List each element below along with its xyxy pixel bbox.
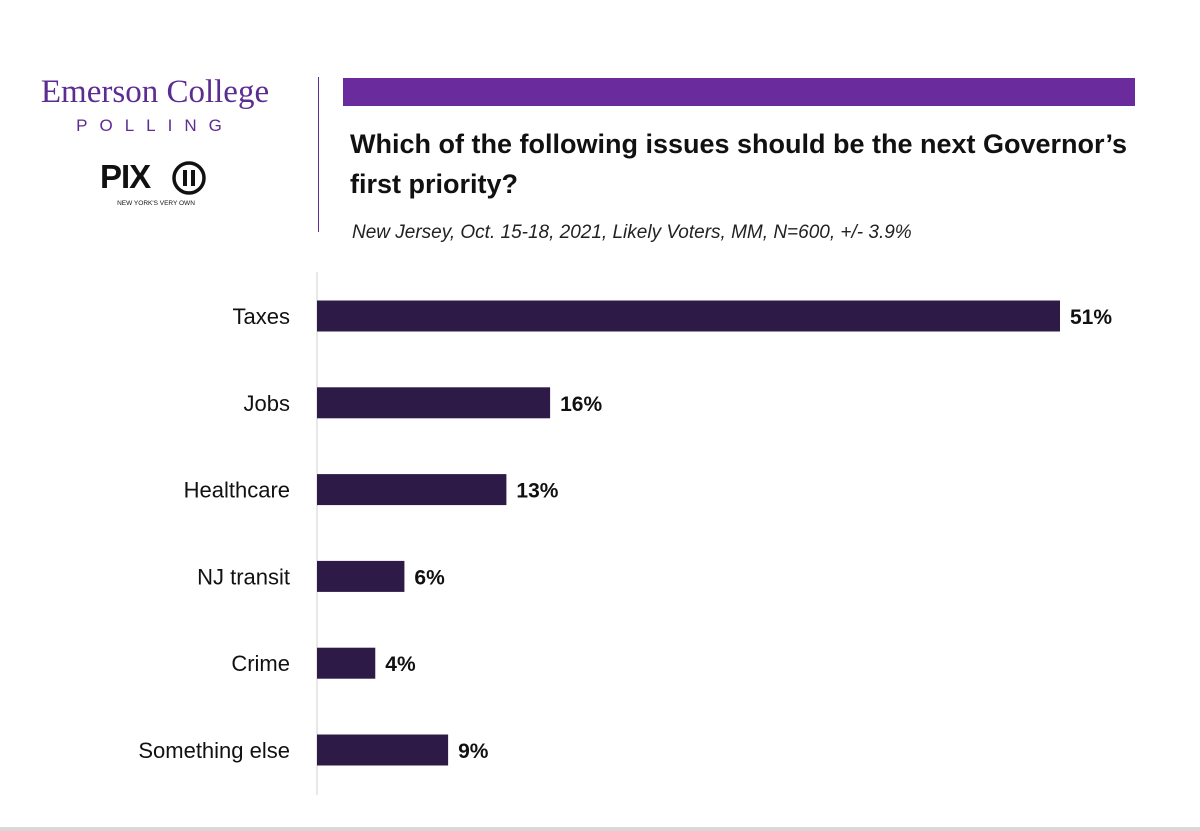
bar <box>317 387 551 419</box>
data-label: 4% <box>385 653 416 676</box>
bar <box>317 734 449 766</box>
pix-tagline: NEW YORK'S VERY OWN <box>117 200 195 207</box>
pix11-logo: PIX NEW YORK'S VERY OWN <box>96 158 226 210</box>
brand-title: Emerson College <box>40 74 270 110</box>
eleven-circle-icon <box>172 161 206 195</box>
category-label: Something else <box>138 738 290 763</box>
bar <box>317 560 405 592</box>
data-label: 6% <box>414 566 445 589</box>
bar <box>317 647 376 679</box>
category-label: Taxes <box>233 304 290 329</box>
bar <box>317 474 507 506</box>
brand-subtitle: POLLING <box>76 116 234 135</box>
category-label: NJ transit <box>197 564 290 589</box>
pix-logo-text: PIX <box>100 158 151 195</box>
data-label: 13% <box>516 480 558 503</box>
chart-subtitle: New Jersey, Oct. 15-18, 2021, Likely Vot… <box>352 222 912 243</box>
footer-line <box>0 827 1200 831</box>
category-label: Healthcare <box>184 478 290 503</box>
data-label: 16% <box>560 393 602 416</box>
chart-title: Which of the following issues should be … <box>350 129 1128 199</box>
data-label: 51% <box>1070 306 1112 329</box>
category-label: Crime <box>231 651 290 676</box>
header-divider <box>318 77 319 232</box>
category-label: Jobs <box>244 391 290 416</box>
data-label: 9% <box>458 740 489 763</box>
accent-bar <box>343 78 1135 106</box>
bar <box>317 300 1060 332</box>
